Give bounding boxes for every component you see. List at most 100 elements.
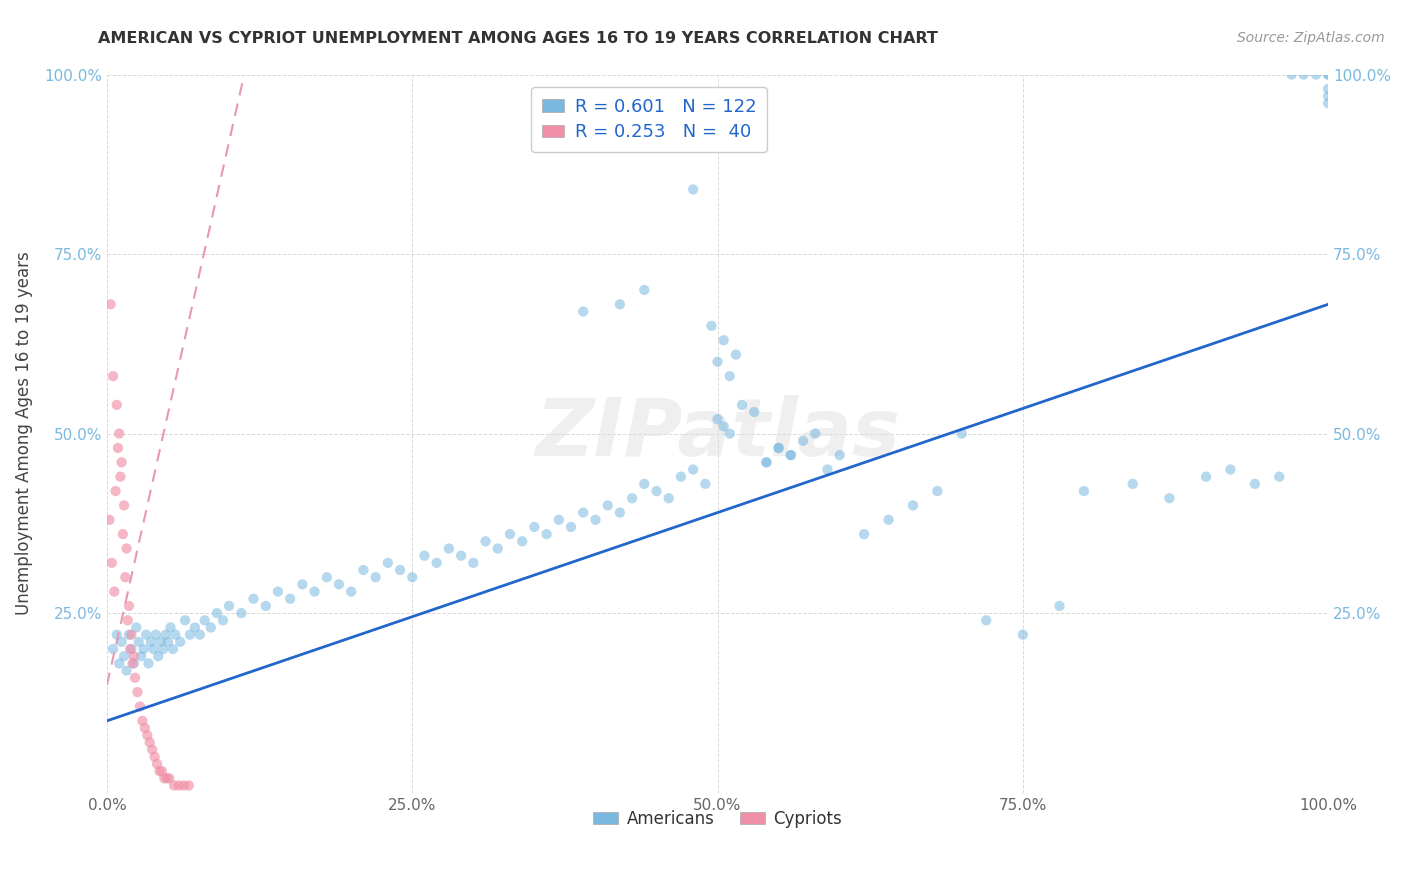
Point xyxy=(779,448,801,462)
Point xyxy=(1317,89,1340,103)
Point xyxy=(101,642,124,657)
Text: ZIPatlas: ZIPatlas xyxy=(536,394,900,473)
Point xyxy=(1317,96,1340,111)
Point xyxy=(927,483,949,498)
Point xyxy=(148,649,170,664)
Point xyxy=(817,462,839,476)
Point xyxy=(117,613,139,627)
Point xyxy=(128,635,150,649)
Point xyxy=(267,584,290,599)
Point xyxy=(159,620,181,634)
Point xyxy=(1073,483,1095,498)
Point xyxy=(150,764,173,778)
Point xyxy=(1122,476,1144,491)
Point xyxy=(142,642,165,657)
Point xyxy=(1317,68,1340,82)
Point xyxy=(173,779,195,793)
Point xyxy=(706,355,728,369)
Point xyxy=(474,534,496,549)
Point xyxy=(155,628,177,642)
Point xyxy=(682,462,704,476)
Point xyxy=(755,455,778,469)
Point xyxy=(755,455,778,469)
Point xyxy=(877,513,900,527)
Point xyxy=(108,657,131,671)
Point xyxy=(148,764,170,778)
Point xyxy=(596,499,619,513)
Point xyxy=(105,398,128,412)
Point xyxy=(389,563,412,577)
Point xyxy=(120,628,142,642)
Point xyxy=(706,412,728,426)
Point xyxy=(121,657,143,671)
Point xyxy=(713,333,735,347)
Point xyxy=(169,635,191,649)
Point xyxy=(165,628,187,642)
Point xyxy=(153,772,176,786)
Point xyxy=(100,297,122,311)
Point xyxy=(572,506,595,520)
Point xyxy=(1292,68,1315,82)
Point xyxy=(328,577,350,591)
Point xyxy=(340,584,363,599)
Point xyxy=(499,527,522,541)
Point xyxy=(110,469,132,483)
Point xyxy=(218,599,240,613)
Point xyxy=(122,649,145,664)
Point xyxy=(1244,476,1267,491)
Point xyxy=(572,304,595,318)
Point xyxy=(104,483,127,498)
Point xyxy=(413,549,436,563)
Point xyxy=(242,591,264,606)
Point xyxy=(111,455,134,469)
Point xyxy=(131,714,153,728)
Point xyxy=(718,426,741,441)
Point xyxy=(463,556,485,570)
Point xyxy=(139,635,162,649)
Point xyxy=(114,570,136,584)
Point xyxy=(547,513,569,527)
Point xyxy=(804,426,827,441)
Point xyxy=(724,348,747,362)
Point xyxy=(200,620,222,634)
Text: AMERICAN VS CYPRIOT UNEMPLOYMENT AMONG AGES 16 TO 19 YEARS CORRELATION CHART: AMERICAN VS CYPRIOT UNEMPLOYMENT AMONG A… xyxy=(98,31,938,46)
Point xyxy=(401,570,423,584)
Point xyxy=(853,527,876,541)
Point xyxy=(669,469,692,483)
Point xyxy=(1281,68,1303,82)
Point xyxy=(107,441,129,455)
Point xyxy=(1159,491,1181,506)
Point xyxy=(125,620,148,634)
Point xyxy=(658,491,681,506)
Point xyxy=(122,657,145,671)
Point xyxy=(682,182,704,196)
Point xyxy=(901,499,924,513)
Point xyxy=(167,779,190,793)
Point xyxy=(1195,469,1218,483)
Point xyxy=(609,506,631,520)
Point xyxy=(149,635,172,649)
Point xyxy=(779,448,801,462)
Point xyxy=(1317,82,1340,96)
Point xyxy=(112,649,135,664)
Point xyxy=(129,699,152,714)
Legend: Americans, Cypriots: Americans, Cypriots xyxy=(586,804,848,835)
Point xyxy=(364,570,387,584)
Point xyxy=(103,584,125,599)
Point xyxy=(135,628,157,642)
Point xyxy=(768,441,790,455)
Point xyxy=(450,549,472,563)
Point xyxy=(1317,68,1340,82)
Point xyxy=(141,742,163,756)
Point xyxy=(731,398,754,412)
Point xyxy=(101,556,124,570)
Point xyxy=(179,628,201,642)
Point xyxy=(315,570,337,584)
Point xyxy=(352,563,374,577)
Point xyxy=(486,541,509,556)
Point xyxy=(108,426,131,441)
Point xyxy=(156,772,179,786)
Point xyxy=(98,513,121,527)
Point xyxy=(162,642,184,657)
Point xyxy=(700,318,723,333)
